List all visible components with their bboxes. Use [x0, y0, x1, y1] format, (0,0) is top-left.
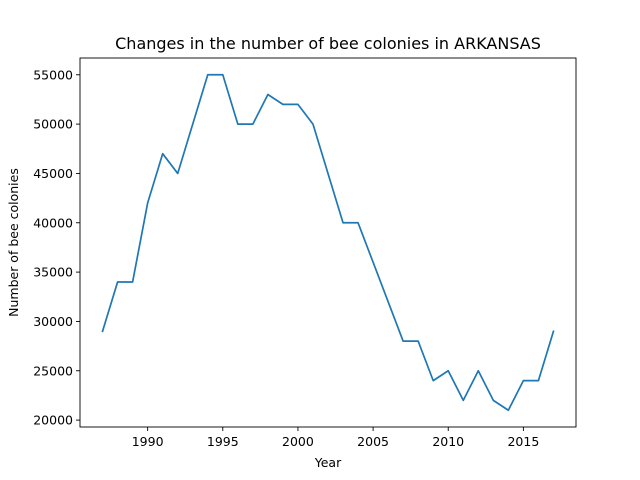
x-tick-label: 1995 [207, 434, 239, 449]
y-tick-label: 25000 [33, 363, 73, 378]
y-tick-label: 50000 [33, 117, 73, 132]
y-tick-label: 30000 [33, 314, 73, 329]
y-axis-label: Number of bee colonies [6, 168, 21, 317]
y-tick-label: 45000 [33, 166, 73, 181]
x-axis-label: Year [314, 455, 342, 470]
y-axis: 20000 25000 30000 35000 40000 45000 50000 55000 [33, 67, 80, 428]
plot-area [101, 73, 555, 412]
x-tick-label: 2010 [432, 434, 464, 449]
x-tick-label: 2000 [282, 434, 314, 449]
y-tick-label: 55000 [33, 67, 73, 82]
axes-frame [79, 57, 577, 428]
y-tick-label: 20000 [33, 413, 73, 428]
x-axis: 1990 1995 2000 2005 2010 2015 [132, 427, 539, 449]
y-tick-label: 35000 [33, 265, 73, 280]
series-line [101, 73, 555, 412]
x-tick-label: 1990 [132, 434, 164, 449]
x-tick-label: 2015 [507, 434, 539, 449]
y-tick-label: 40000 [33, 215, 73, 230]
x-tick-label: 2005 [357, 434, 389, 449]
chart-title: Changes in the number of bee colonies in… [115, 34, 541, 53]
